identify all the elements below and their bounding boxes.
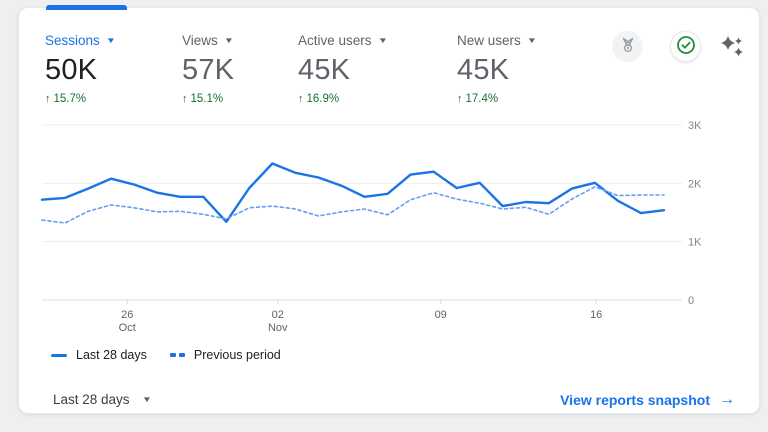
- trend-chart[interactable]: 3K 2K 1K 0 26 Oct 02 Nov 09 16: [19, 108, 761, 343]
- svg-text:3K: 3K: [688, 120, 702, 132]
- legend-label-previous: Previous period: [193, 348, 281, 362]
- check-circle-icon: [676, 35, 696, 58]
- svg-text:26: 26: [121, 309, 133, 321]
- snapshot-link-label: View reports snapshot: [560, 392, 710, 408]
- metric-value: 45K: [457, 54, 510, 86]
- up-arrow-icon: ↑: [182, 93, 188, 105]
- metric-label: Sessions: [45, 33, 100, 48]
- metric-sessions[interactable]: Sessions ▼ 50K ↑ 15.7%: [45, 32, 116, 105]
- chevron-down-icon[interactable]: ▼: [377, 35, 388, 45]
- legend-label-current: Last 28 days: [76, 348, 147, 362]
- data-quality-button[interactable]: [670, 31, 701, 62]
- up-arrow-icon: ↑: [457, 93, 463, 105]
- metric-views[interactable]: Views ▼ 57K ↑ 15.1%: [182, 32, 234, 105]
- metric-delta: ↑ 15.7%: [45, 93, 87, 105]
- metric-delta: ↑ 15.1%: [182, 93, 224, 105]
- metric-value: 50K: [45, 54, 98, 86]
- right-arrow-icon: →: [719, 391, 735, 408]
- svg-text:2K: 2K: [688, 178, 702, 190]
- svg-text:Oct: Oct: [119, 322, 136, 334]
- chevron-down-icon[interactable]: ▼: [526, 35, 537, 45]
- up-arrow-icon: ↑: [45, 93, 51, 105]
- insights-button[interactable]: [718, 34, 746, 62]
- svg-text:1K: 1K: [688, 237, 702, 249]
- chevron-down-icon[interactable]: ▼: [223, 35, 234, 45]
- metric-label: Views: [182, 33, 218, 48]
- metric-delta: ↑ 17.4%: [457, 93, 499, 105]
- svg-text:Nov: Nov: [268, 322, 288, 334]
- metric-label: New users: [457, 33, 521, 48]
- metric-value: 45K: [298, 54, 351, 86]
- benchmarking-button[interactable]: [612, 31, 643, 62]
- date-range-selector[interactable]: Last 28 days ▼: [53, 392, 152, 407]
- svg-text:02: 02: [272, 309, 284, 321]
- metric-value: 57K: [182, 54, 235, 86]
- chevron-down-icon[interactable]: ▼: [141, 394, 152, 404]
- chart-legend: Last 28 days Previous period: [51, 348, 281, 362]
- svg-text:16: 16: [590, 309, 602, 321]
- up-arrow-icon: ↑: [298, 93, 304, 105]
- sparkle-icon: [718, 33, 746, 64]
- date-range-label: Last 28 days: [53, 392, 130, 407]
- reports-snapshot-card: Sessions ▼ 50K ↑ 15.7% Views ▼ 57K ↑ 15.…: [18, 7, 760, 414]
- metric-new-users[interactable]: New users ▼ 45K ↑ 17.4%: [457, 32, 537, 105]
- metric-active-users[interactable]: Active users ▼ 45K ↑ 16.9%: [298, 32, 388, 105]
- medal-icon: [619, 36, 637, 57]
- metric-label: Active users: [298, 33, 372, 48]
- svg-text:0: 0: [688, 295, 694, 307]
- svg-text:09: 09: [435, 309, 447, 321]
- view-reports-snapshot-link[interactable]: View reports snapshot →: [560, 391, 735, 409]
- metric-delta: ↑ 16.9%: [298, 93, 340, 105]
- chevron-down-icon[interactable]: ▼: [105, 35, 116, 45]
- active-tab-indicator: [46, 5, 127, 10]
- dashed-line-swatch: [169, 353, 185, 357]
- solid-line-swatch: [51, 353, 67, 357]
